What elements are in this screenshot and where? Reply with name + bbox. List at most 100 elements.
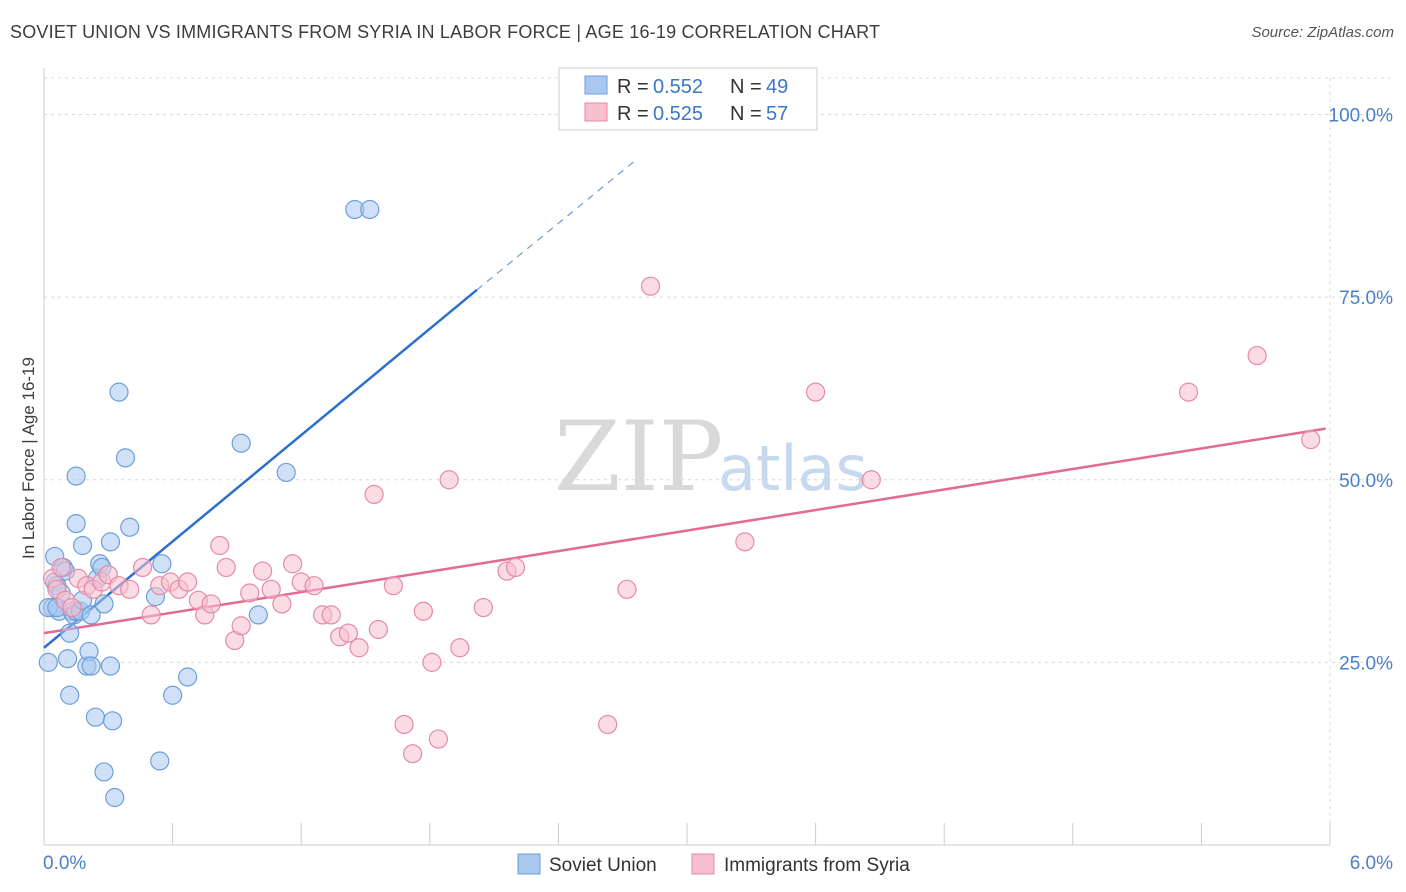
soviet-union-point-9 [57,649,78,669]
syria-point-41 [403,744,423,764]
bottom-legend-swatch-syria [691,853,715,875]
watermark: ZIP atlas [554,401,868,513]
series-legend: Soviet Union Immigrants from Syria [517,853,910,876]
syria-point-56 [1178,382,1199,402]
syria-point-51 [617,579,637,599]
soviet-union-point-36 [120,517,140,537]
legend-swatch-syria [584,102,608,122]
grid-lines [44,77,1390,845]
syria-point-57 [1247,345,1267,366]
legend-n-value-1: 49 [766,76,788,98]
soviet-union-point-34 [109,382,129,402]
legend-swatch-soviet-union [584,75,608,95]
syria-point-24 [231,616,251,636]
syria-point-2 [51,557,71,578]
trend-line-syria [43,427,1326,635]
syria-point-17 [178,572,198,592]
series-soviet-union-points [38,199,380,808]
syria-point-11 [120,579,140,599]
watermark-atlas: atlas [718,432,868,505]
soviet-union-point-32 [102,711,123,731]
soviet-union-point-42 [231,433,251,453]
x-tick-label-1: 6.0% [1350,853,1393,874]
syria-point-25 [240,583,260,603]
soviet-union-point-35 [115,448,136,468]
syria-point-58 [1301,429,1321,450]
legend-r-value-2: 0.525 [653,103,703,125]
bottom-legend-label-soviet-union: Soviet Union [549,855,657,876]
syria-point-39 [383,576,403,596]
correlation-legend: R = 0.552 N = 49 R = 0.525 N = 57 [558,67,818,131]
syria-point-43 [422,652,442,672]
legend-n-label-1: N = [730,76,762,98]
soviet-union-point-31 [100,656,121,676]
soviet-union-point-43 [248,605,268,625]
legend-r-label-1: R = [617,76,649,98]
syria-point-54 [805,382,826,402]
legend-r-label-2: R = [617,103,649,125]
syria-point-38 [368,619,388,640]
syria-point-21 [210,535,230,556]
syria-point-20 [201,594,221,614]
series-syria-points [42,276,1321,764]
syria-point-45 [439,470,459,490]
x-tick-labels: 0.0% 6.0% [43,853,1393,874]
y-tick-label-2: 75.0% [1339,288,1393,309]
soviet-union-point-39 [152,554,172,574]
syria-point-44 [428,729,448,749]
syria-point-46 [450,638,470,658]
bottom-legend-label-syria: Immigrants from Syria [724,855,910,876]
y-tick-labels: 25.0% 50.0% 75.0% 100.0% [1329,106,1394,675]
trend-line-soviet-union [43,288,478,649]
syria-point-35 [338,623,358,643]
soviet-union-point-16 [66,466,86,486]
syria-point-50 [598,714,618,735]
soviet-union-point-33 [105,787,125,808]
syria-point-29 [283,554,303,574]
soviet-union-point-38 [150,751,170,771]
syria-point-53 [735,532,755,552]
syria-point-36 [349,638,369,658]
soviet-union-point-22 [81,656,101,676]
bottom-legend-swatch-soviet-union [517,853,541,875]
legend-n-label-2: N = [730,103,762,125]
watermark-zip: ZIP [554,401,723,513]
y-axis-label: In Labor Force | Age 16-19 [19,357,38,559]
syria-point-47 [473,597,493,618]
soviet-union-point-30 [100,532,121,552]
syria-point-31 [304,576,324,596]
syria-point-52 [640,276,661,296]
syria-point-4 [62,597,82,618]
syria-point-13 [141,605,161,625]
syria-point-26 [253,561,273,581]
legend-n-value-2: 57 [766,103,788,125]
chart-title: SOVIET UNION VS IMMIGRANTS FROM SYRIA IN… [10,22,881,42]
trend-line-soviet-union-extension [476,161,634,291]
soviet-union-point-23 [81,605,101,625]
syria-point-37 [364,484,384,504]
soviet-union-point-41 [178,667,198,687]
source-attribution: Source: ZipAtlas.com [1251,24,1394,41]
soviet-union-point-19 [72,535,93,556]
syria-point-28 [272,594,292,614]
syria-point-33 [321,605,341,625]
y-tick-label-0: 25.0% [1339,653,1393,674]
soviet-union-point-14 [66,513,86,534]
syria-point-55 [861,470,881,490]
soviet-union-point-40 [163,685,183,705]
soviet-union-point-11 [60,685,80,705]
syria-point-22 [216,557,236,578]
syria-point-27 [261,579,281,599]
x-tick-label-0: 0.0% [43,853,86,874]
soviet-union-point-44 [276,462,296,483]
syria-point-12 [132,557,153,578]
syria-point-49 [505,557,526,578]
soviet-union-point-10 [60,623,80,643]
legend-r-value-1: 0.552 [653,76,703,98]
soviet-union-point-46 [360,199,380,220]
soviet-union-point-24 [85,707,106,727]
soviet-union-point-0 [38,652,58,672]
axes [43,68,1331,846]
soviet-union-point-28 [94,594,114,614]
